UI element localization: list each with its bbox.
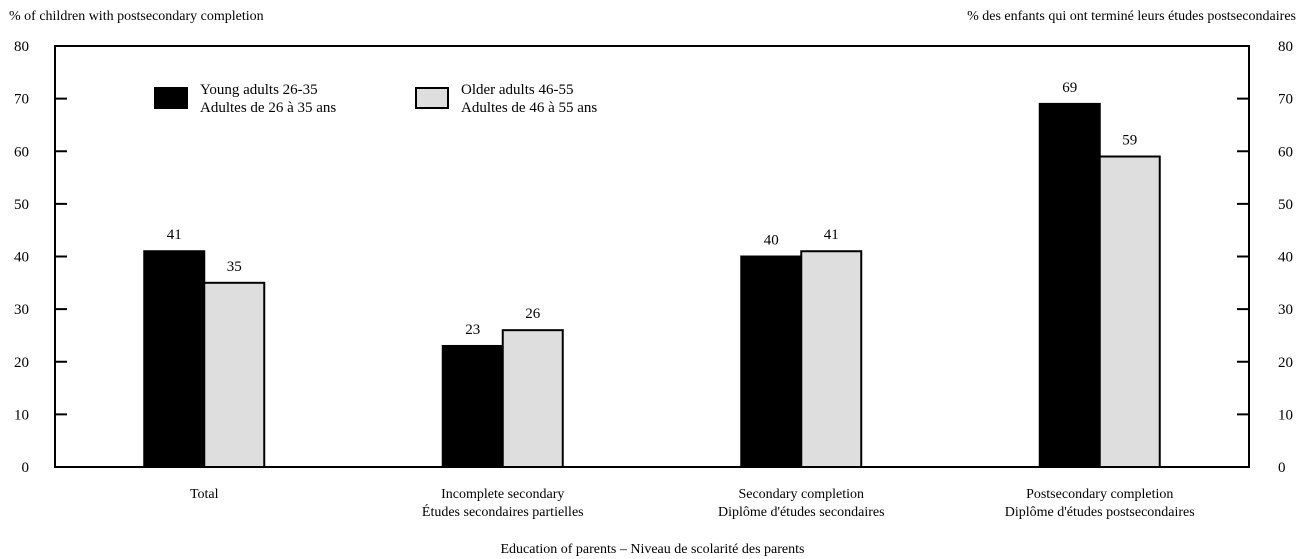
- y-tick-label-left: 70: [14, 92, 29, 108]
- y-tick-label-left: 50: [14, 197, 29, 213]
- y-tick-label-right: 80: [1278, 39, 1293, 55]
- bar-older: [501, 329, 564, 468]
- bar-older: [203, 281, 266, 468]
- category-label: Diplôme d'études postsecondaires: [1005, 505, 1195, 520]
- category-label: Études secondaires partielles: [422, 503, 584, 520]
- legend-label: Older adults 46-55: [461, 82, 573, 98]
- y-axis-label-left: % of children with postsecondary complet…: [9, 9, 264, 24]
- bar-older: [1098, 155, 1161, 468]
- y-tick-label-right: 30: [1278, 302, 1293, 318]
- bar-young: [1038, 102, 1101, 468]
- data-label: 59: [1122, 133, 1137, 149]
- legend-label: Adultes de 26 à 35 ans: [200, 100, 336, 116]
- y-tick-label-right: 70: [1278, 92, 1293, 108]
- category-label: Total: [190, 487, 219, 502]
- data-label: 40: [764, 233, 779, 249]
- y-tick-label-left: 20: [14, 355, 29, 371]
- y-tick-label-right: 50: [1278, 197, 1293, 213]
- data-label: 26: [525, 306, 541, 322]
- data-label: 41: [824, 227, 839, 243]
- legend-swatch: [154, 87, 188, 109]
- data-label: 69: [1062, 80, 1077, 96]
- legend-label: Adultes de 46 à 55 ans: [461, 100, 597, 116]
- bar-young: [143, 250, 206, 468]
- data-label: 35: [227, 259, 242, 275]
- bar-young: [740, 255, 803, 468]
- category-label: Postsecondary completion: [1026, 487, 1173, 502]
- y-tick-label-right: 40: [1278, 250, 1293, 266]
- y-tick-label-right: 20: [1278, 355, 1293, 371]
- category-label: Diplôme d'études secondaires: [718, 505, 885, 520]
- y-tick-label-left: 0: [22, 460, 30, 476]
- y-tick-label-left: 60: [14, 144, 29, 160]
- y-tick-label-left: 40: [14, 250, 29, 266]
- category-label: Secondary completion: [738, 487, 864, 502]
- y-tick-label-right: 10: [1278, 407, 1293, 423]
- x-axis-title: Education of parents – Niveau de scolari…: [500, 542, 805, 557]
- legend-swatch: [415, 87, 449, 109]
- y-tick-label-left: 80: [14, 39, 29, 55]
- data-label: 41: [167, 227, 182, 243]
- y-tick-label-left: 10: [14, 407, 29, 423]
- data-label: 23: [465, 322, 480, 338]
- bar-older: [800, 250, 863, 468]
- bar-young: [441, 344, 504, 468]
- category-label: Incomplete secondary: [441, 487, 564, 502]
- y-tick-label-left: 30: [14, 302, 29, 318]
- bar-chart: 0 0 10 10 20 20 30 30 40 40 50 50 60 60 70 70 80 80 41 23 40…: [14, 39, 1293, 520]
- legend-label: Young adults 26-35: [200, 82, 318, 98]
- y-tick-label-right: 0: [1278, 460, 1286, 476]
- y-axis-label-right: % des enfants qui ont terminé leurs étud…: [967, 9, 1296, 24]
- y-tick-label-right: 60: [1278, 144, 1293, 160]
